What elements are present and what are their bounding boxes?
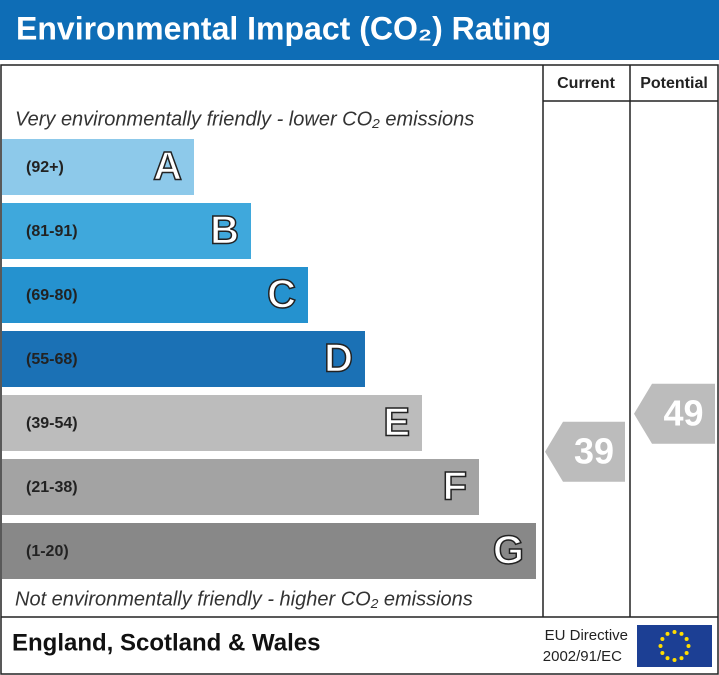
star — [658, 644, 663, 648]
band-range: (81-91) — [26, 223, 78, 240]
rating-value: 39 — [574, 430, 614, 471]
band-letter: F — [443, 465, 467, 509]
region: England, Scotland & Wales — [12, 629, 320, 656]
header-bar — [0, 0, 719, 60]
band-bar — [2, 139, 194, 195]
band-bar — [2, 523, 536, 579]
rating-arrow — [545, 421, 625, 482]
band-range: (21-38) — [26, 479, 78, 496]
directive: 2002/91/EC — [543, 648, 622, 665]
star — [672, 630, 677, 634]
band-bar — [2, 203, 251, 259]
star — [684, 637, 689, 641]
band-letter: A — [153, 145, 182, 189]
title: Environmental Impact (CO₂) Rating — [16, 10, 551, 46]
band-letter: D — [324, 337, 353, 381]
frame — [0, 64, 719, 675]
band-bar — [2, 267, 308, 323]
band-range: (92+) — [26, 159, 64, 176]
rating-arrow — [634, 383, 715, 444]
star — [665, 656, 670, 661]
band-letter: E — [383, 401, 410, 445]
star — [679, 656, 684, 661]
star — [660, 637, 665, 641]
top-note: Very environmentally friendly - lower CO… — [15, 108, 474, 130]
band-bar — [2, 459, 479, 515]
star — [672, 658, 677, 662]
potential-header: Potential — [640, 75, 708, 92]
band-bar — [2, 395, 422, 451]
star — [665, 631, 670, 636]
directive: EU Directive — [545, 627, 628, 644]
star — [686, 644, 691, 648]
band-letter: C — [267, 273, 296, 317]
band-range: (39-54) — [26, 415, 78, 432]
rating-value: 49 — [663, 392, 703, 433]
band-bar — [2, 331, 365, 387]
band-letter: G — [493, 529, 524, 573]
current-header: Current — [557, 75, 615, 92]
bottom-note: Not environmentally friendly - higher CO… — [15, 588, 473, 610]
star — [679, 631, 684, 636]
band-range: (69-80) — [26, 287, 78, 304]
star — [684, 651, 689, 655]
star — [660, 651, 665, 655]
eu-stars — [658, 630, 691, 662]
band-letter: B — [210, 209, 239, 253]
band-range: (55-68) — [26, 351, 78, 368]
band-range: (1-20) — [26, 543, 69, 560]
